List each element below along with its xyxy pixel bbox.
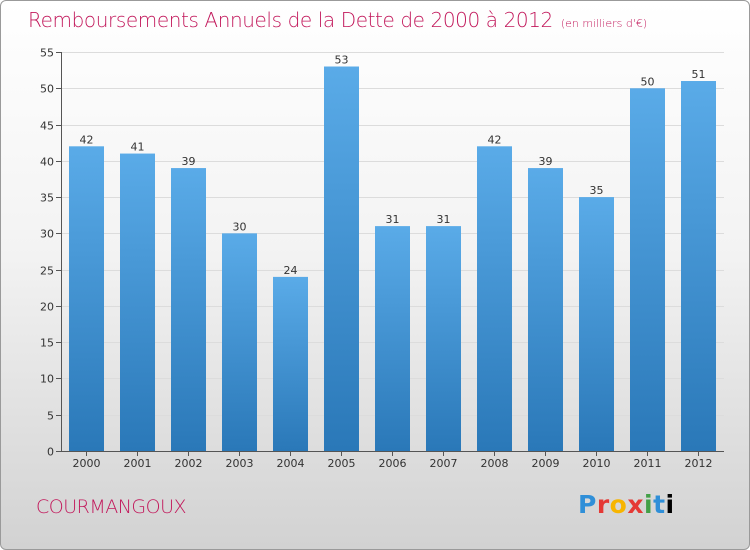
data-label: 31: [386, 213, 400, 226]
y-tick-label: 0: [47, 446, 54, 459]
y-tick-label: 45: [40, 120, 54, 133]
proxiti-logo[interactable]: Proxiti: [578, 490, 675, 519]
data-labels: 42 41 39 30 24 53 31 31 42 39 35 50 51: [80, 54, 706, 277]
y-tick-label: 25: [40, 265, 54, 278]
x-tick-label: 2006: [379, 457, 407, 470]
x-tick-label: 2005: [328, 457, 356, 470]
data-label: 39: [539, 155, 553, 168]
y-tick-label: 15: [40, 337, 54, 350]
logo-letter: o: [609, 490, 628, 519]
data-label: 53: [335, 54, 349, 67]
data-label: 24: [284, 264, 298, 277]
bar: [120, 153, 155, 451]
bar: [171, 168, 206, 451]
x-tick-label: 2007: [430, 457, 458, 470]
y-tick-label: 40: [40, 156, 54, 169]
x-tick-label: 2004: [277, 457, 305, 470]
x-tick-label: 2010: [583, 457, 611, 470]
y-tick-label: 20: [40, 301, 54, 314]
bar: [273, 276, 308, 451]
data-label: 51: [692, 68, 706, 81]
chart-title: Remboursements Annuels de la Dette de 20…: [28, 8, 647, 32]
bar: [579, 197, 614, 451]
y-tick-label: 55: [40, 47, 54, 60]
data-label: 30: [233, 220, 247, 233]
x-tick-label: 2009: [532, 457, 560, 470]
city-name: COURMANGOUX: [36, 496, 187, 518]
x-tick-label: 2001: [124, 457, 152, 470]
x-tick-label: 2012: [685, 457, 713, 470]
bar: [222, 233, 257, 451]
data-label: 31: [437, 213, 451, 226]
axes: 0 5 10 15 20 25 30 35 40 45 50 55 2000 2001 2002 2003 20…: [40, 47, 724, 470]
y-tick-label: 5: [47, 410, 54, 423]
data-label: 35: [590, 184, 604, 197]
data-label: 41: [131, 141, 145, 154]
y-tick-label: 10: [40, 373, 54, 386]
logo-letter: i: [665, 490, 675, 519]
data-label: 42: [80, 133, 94, 146]
bars: [69, 66, 716, 452]
data-label: 42: [488, 133, 502, 146]
bar: [681, 81, 716, 451]
bar: [426, 226, 461, 451]
logo-letter: i: [644, 490, 654, 519]
y-tick-label: 50: [40, 83, 54, 96]
x-tick-label: 2002: [175, 457, 203, 470]
x-tick-label: 2011: [634, 457, 662, 470]
chart-title-text: Remboursements Annuels de la Dette de 20…: [28, 8, 553, 32]
x-tick-label: 2003: [226, 457, 254, 470]
bar: [69, 146, 104, 452]
y-tick-label: 35: [40, 192, 54, 205]
data-label: 39: [182, 155, 196, 168]
bar: [630, 88, 665, 451]
logo-letter: t: [653, 490, 666, 519]
bar: [477, 146, 512, 452]
y-tick-label: 30: [40, 228, 54, 241]
data-label: 50: [641, 75, 655, 88]
x-tick-label: 2008: [481, 457, 509, 470]
logo-letter: r: [596, 490, 610, 519]
chart-unit: (en milliers d'€): [560, 17, 648, 30]
x-tick-label: 2000: [73, 457, 101, 470]
bar: [324, 66, 359, 451]
logo-letter: x: [627, 490, 644, 519]
logo-letter: P: [578, 490, 597, 519]
bar: [528, 168, 563, 451]
bar: [375, 226, 410, 451]
